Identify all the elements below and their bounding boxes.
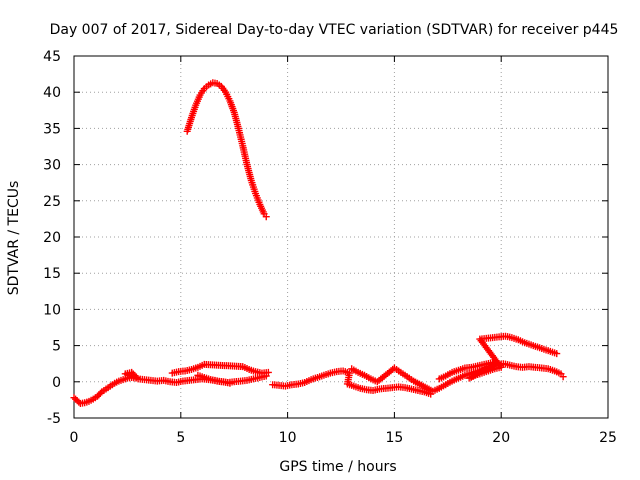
- chart-title: Day 007 of 2017, Sidereal Day-to-day VTE…: [50, 22, 619, 38]
- x-tick-label: 0: [70, 430, 79, 446]
- y-tick-label: 45: [43, 49, 61, 65]
- y-tick-label: 10: [43, 302, 61, 318]
- x-tick-label: 20: [492, 430, 510, 446]
- data-point-fill: [75, 398, 83, 406]
- data-series: [70, 79, 567, 408]
- axis-ticks: 0 5 10 15 20 25 -5 0 5 10 15 20 25 30 35 40 45: [43, 49, 617, 446]
- data-point: [128, 368, 136, 376]
- data-point: [559, 373, 567, 381]
- data-point: [226, 379, 234, 387]
- x-tick-label: 15: [385, 430, 403, 446]
- x-tick-label: 5: [176, 430, 185, 446]
- y-tick-label: 25: [43, 194, 61, 210]
- y-tick-label: 20: [43, 230, 61, 246]
- y-tick-label: 5: [52, 339, 61, 355]
- data-point-fill: [132, 373, 140, 381]
- data-point: [262, 213, 270, 221]
- data-point: [553, 350, 561, 358]
- data-point: [264, 368, 272, 376]
- x-tick-label: 10: [279, 430, 297, 446]
- data-point-fill: [131, 372, 139, 380]
- y-tick-label: 30: [43, 158, 61, 174]
- x-axis-label: GPS time / hours: [279, 459, 396, 475]
- x-tick-label: 25: [599, 430, 617, 446]
- grid: [74, 56, 608, 418]
- data-point-fill: [96, 389, 104, 397]
- y-tick-label: -5: [47, 411, 61, 427]
- y-axis-label: SDTVAR / TECUs: [6, 181, 22, 296]
- y-tick-label: 15: [43, 266, 61, 282]
- y-tick-label: 35: [43, 121, 61, 137]
- y-tick-label: 40: [43, 85, 61, 101]
- y-tick-label: 0: [52, 375, 61, 391]
- data-point-fill: [129, 370, 137, 378]
- series-p445: [70, 79, 567, 408]
